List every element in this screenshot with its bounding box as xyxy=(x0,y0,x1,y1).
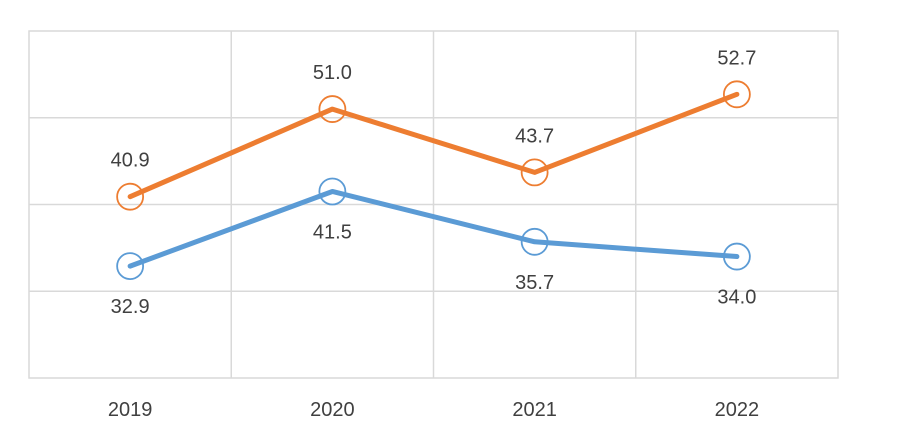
series-1-data-label: 51.0 xyxy=(313,62,352,84)
series-2-marker xyxy=(116,252,145,280)
x-tick-label: 2020 xyxy=(310,399,355,421)
series-1-data-label: 52.7 xyxy=(717,47,756,69)
series-1-marker xyxy=(722,80,751,109)
series-2-marker xyxy=(318,177,347,206)
series-2-marker xyxy=(722,242,751,271)
series-2-data-label: 32.9 xyxy=(111,296,150,318)
x-tick-label: 2019 xyxy=(108,399,153,421)
series-1-marker xyxy=(520,158,549,187)
series-1-line xyxy=(127,91,740,200)
series-2-marker xyxy=(520,227,549,256)
series-2-line xyxy=(127,188,740,269)
series-1-data-label: 40.9 xyxy=(111,150,150,172)
series-2-data-label: 35.7 xyxy=(515,272,554,294)
x-tick-label: 2022 xyxy=(715,399,760,421)
x-tick-label: 2021 xyxy=(512,399,557,421)
series-1-data-label: 43.7 xyxy=(515,125,554,147)
x-axis-tick-labels: 2019 2020 2021 2022 xyxy=(108,399,759,421)
series-1-marker xyxy=(318,95,347,123)
data-labels: 40.9 51.0 43.7 52.7 32.9 41.5 35.7 34.0 xyxy=(111,47,757,318)
series-2-data-label: 41.5 xyxy=(313,221,352,243)
grid xyxy=(28,30,839,379)
series-2-data-label: 34.0 xyxy=(717,287,756,309)
series-layer xyxy=(116,80,751,280)
series-1-marker xyxy=(116,182,145,211)
